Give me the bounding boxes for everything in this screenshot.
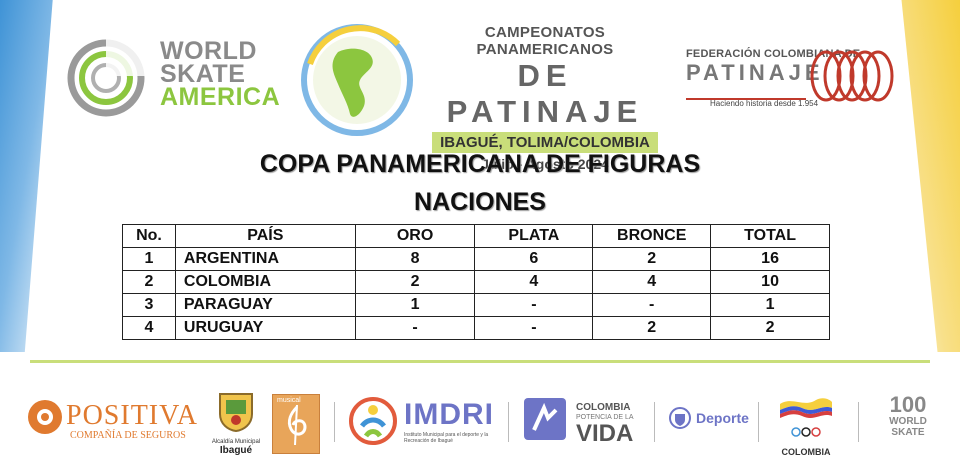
imdri-sub: Instituto Municipal para el deporte y la… (404, 432, 489, 444)
ws-line-world: WORLD (160, 37, 257, 65)
header-plata: PLATA (474, 224, 594, 248)
olympic-flag-icon (780, 398, 832, 437)
cell-no: 3 (122, 293, 176, 317)
skaters-silhouette-icon (686, 88, 806, 100)
colombia-shield-icon (669, 407, 691, 429)
federation-logo: FEDERACIÓN COLOMBIANA DE PATINAJE Hacien… (686, 48, 896, 112)
header-total: TOTAL (710, 224, 830, 248)
cell-country: PARAGUAY (174, 293, 356, 317)
cell-no: 4 (122, 316, 176, 340)
deporte-name: Deporte (696, 410, 749, 426)
footer-separator (334, 402, 335, 442)
header-oro: ORO (354, 224, 476, 248)
colvida-line2: POTENCIA DE LA (576, 414, 634, 421)
treble-clef-icon (287, 404, 307, 446)
header-no: No. (122, 224, 176, 248)
ministerio-deporte-logo: Deporte (668, 406, 749, 435)
federation-line2: PATINAJE (686, 60, 824, 85)
world-skate-100-logo: 100 WORLD SKATE (876, 392, 940, 439)
positiva-logo: POSITIVA COMPAÑÍA DE SEGUROS (26, 398, 197, 441)
positiva-sub: COMPAÑÍA DE SEGUROS (70, 430, 186, 441)
red-rings-icon (810, 50, 894, 102)
potencia-vida-icon (524, 398, 566, 440)
medal-table: No. PAÍS ORO PLATA BRONCE TOTAL 1 ARGENT… (122, 224, 830, 340)
table-row: 1 ARGENTINA 8 6 2 16 (122, 247, 830, 271)
footer-separator (858, 402, 859, 442)
cell-total: 2 (710, 316, 830, 340)
table-header-row: No. PAÍS ORO PLATA BRONCE TOTAL (122, 224, 830, 248)
championship-line1: CAMPEONATOS PANAMERICANOS (476, 24, 614, 58)
cell-oro: 1 (354, 293, 476, 317)
sponsor-footer: POSITIVA COMPAÑÍA DE SEGUROS Alcaldía Mu… (0, 380, 960, 460)
imdri-figure-icon (349, 397, 397, 445)
championship-dates: Julio - Agosto 2024 (481, 156, 609, 172)
cell-oro: 2 (354, 270, 476, 294)
page-subtitle: NACIONES (414, 188, 546, 216)
ws-line-skate: SKATE (160, 60, 246, 88)
cell-bronce: - (592, 293, 712, 317)
ibague-coat-of-arms-icon (219, 393, 253, 433)
footer-separator (758, 402, 759, 442)
positiva-flower-icon (28, 400, 62, 434)
page-title: COPA PANAMERICANA DE FIGURAS (259, 150, 701, 178)
cell-plata: - (474, 316, 594, 340)
colvida-line3: VIDA (576, 420, 634, 447)
ws100-line2: WORLD (889, 416, 927, 427)
cell-total: 10 (710, 270, 830, 294)
cell-plata: 4 (474, 270, 594, 294)
championship-line2: DE PATINAJE (446, 58, 644, 129)
table-row: 3 PARAGUAY 1 - - 1 (122, 293, 830, 317)
cell-no: 1 (122, 247, 176, 271)
musical-label: musical (277, 397, 301, 404)
header-pais: PAÍS (174, 224, 356, 248)
header-bronce: BRONCE (592, 224, 712, 248)
colvida-line1: COLOMBIA (576, 402, 631, 413)
green-divider (30, 360, 930, 363)
world-skate-swirl-icon (67, 38, 146, 117)
ws100-line3: SKATE (891, 427, 925, 438)
alcaldia-ibague-logo: Alcaldía Municipal Ibagué (210, 390, 262, 456)
cell-bronce: 4 (592, 270, 712, 294)
ibague-musical-logo: musical (272, 394, 320, 454)
ws-line-america: AMERICA (160, 83, 281, 111)
table-row: 4 URUGUAY - - 2 2 (122, 316, 830, 340)
championship-title-block: CAMPEONATOS PANAMERICANOS DE PATINAJE IB… (420, 24, 670, 172)
ws100-line1: 100 (889, 392, 927, 417)
footer-separator (654, 402, 655, 442)
positiva-name: POSITIVA (66, 400, 198, 431)
alcaldia-line1: Alcaldía Municipal (211, 439, 261, 445)
cell-plata: - (474, 293, 594, 317)
championship-location: IBAGUÉ, TOLIMA/COLOMBIA (432, 132, 658, 153)
world-skate-america-logo: WORLD SKATE AMERICA (66, 38, 280, 118)
imdri-logo: IMDRI Instituto Municipal para el deport… (348, 396, 493, 451)
cell-total: 1 (710, 293, 830, 317)
cell-oro: 8 (354, 247, 476, 271)
cell-bronce: 2 (592, 247, 712, 271)
cell-oro: - (354, 316, 476, 340)
cell-bronce: 2 (592, 316, 712, 340)
table-row: 2 COLOMBIA 2 4 4 10 (122, 270, 830, 294)
cell-no: 2 (122, 270, 176, 294)
cell-country: ARGENTINA (174, 247, 356, 271)
cell-total: 16 (710, 247, 830, 271)
alcaldia-line2: Ibagué (219, 445, 253, 456)
coc-name: COLOMBIA (781, 447, 831, 457)
cell-country: COLOMBIA (174, 270, 356, 294)
federation-tagline: Haciendo historia desde 1.954 (710, 99, 819, 108)
imdri-name: IMDRI (404, 398, 494, 431)
footer-separator (508, 402, 509, 442)
colombia-olympic-logo: COLOMBIA (776, 394, 836, 457)
colombia-potencia-vida-logo: COLOMBIA POTENCIA DE LA VIDA (522, 396, 634, 447)
cell-plata: 6 (474, 247, 594, 271)
americas-globe-icon (301, 24, 413, 136)
cell-country: URUGUAY (174, 316, 356, 340)
